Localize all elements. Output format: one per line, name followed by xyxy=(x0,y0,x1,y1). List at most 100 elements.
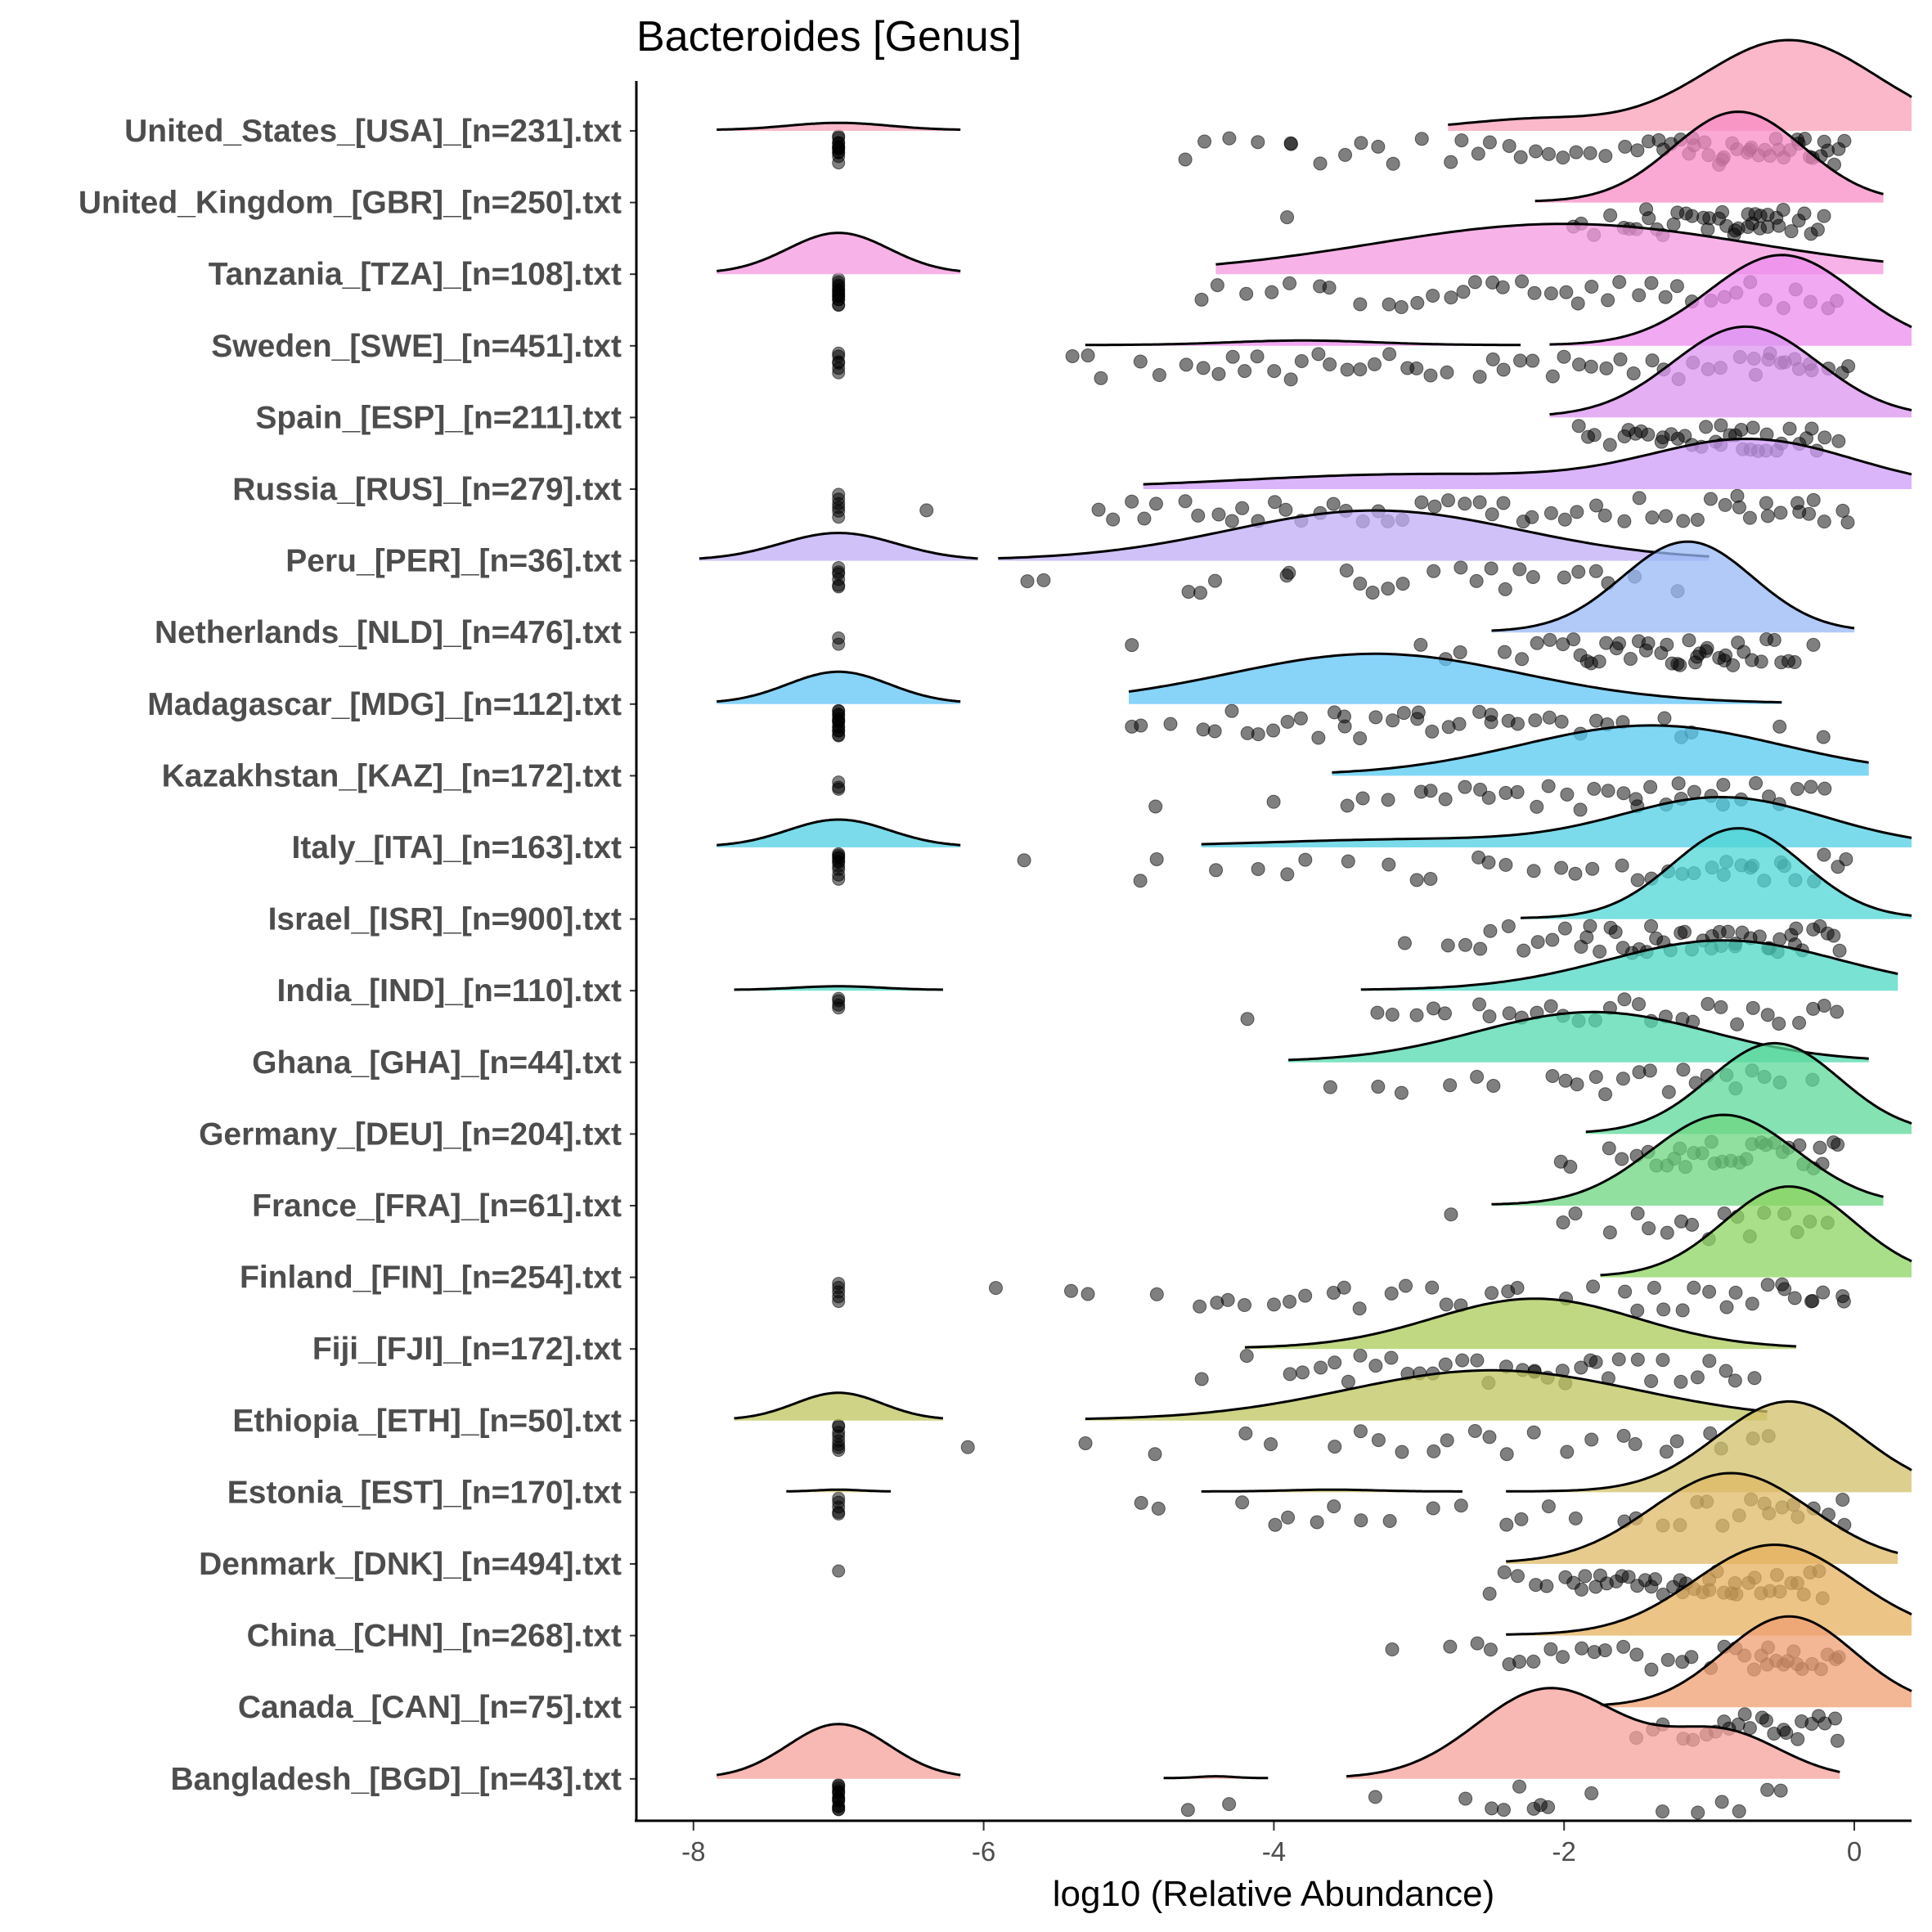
data-point xyxy=(1806,637,1821,652)
data-point xyxy=(1587,428,1602,443)
data-point xyxy=(1570,505,1584,519)
data-point xyxy=(1148,496,1163,511)
zero-density-fill xyxy=(717,672,961,704)
data-point xyxy=(1395,1445,1409,1459)
data-point xyxy=(1760,1008,1775,1022)
density-curve-outline xyxy=(1360,939,1898,991)
data-point xyxy=(1703,492,1718,506)
data-point xyxy=(1470,1636,1485,1651)
data-point xyxy=(1473,782,1488,797)
data-point xyxy=(1813,1140,1827,1155)
data-point xyxy=(1656,1302,1671,1317)
data-point xyxy=(1816,1285,1831,1300)
data-point xyxy=(1804,780,1818,794)
data-point xyxy=(1134,1495,1148,1510)
data-point xyxy=(832,872,846,886)
data-point xyxy=(1397,936,1412,950)
data-point xyxy=(1484,715,1498,730)
data-point xyxy=(1017,853,1031,868)
data-point xyxy=(960,1440,975,1454)
y-tick-label: Italy_[ITA]_[n=163].txt xyxy=(292,830,622,865)
data-point xyxy=(1427,564,1441,578)
data-point xyxy=(1754,654,1768,669)
data-point xyxy=(1792,505,1807,519)
data-point xyxy=(1806,492,1821,507)
data-point xyxy=(1836,1294,1851,1309)
data-point xyxy=(1584,359,1598,374)
data-point xyxy=(1470,1353,1485,1368)
data-point xyxy=(1298,1288,1313,1303)
data-point xyxy=(1515,652,1530,667)
data-point xyxy=(1559,285,1574,299)
data-point xyxy=(1760,509,1775,523)
data-point xyxy=(1211,507,1226,522)
data-point xyxy=(1078,1436,1093,1450)
density-curve-fill xyxy=(1143,439,1912,489)
data-point xyxy=(1787,655,1802,670)
chart-title: Bacteroides [Genus] xyxy=(636,13,1022,61)
data-point xyxy=(1632,997,1647,1012)
data-point xyxy=(1742,510,1757,525)
data-point xyxy=(1193,1299,1207,1314)
data-point xyxy=(1647,1280,1661,1295)
data-point xyxy=(1687,1280,1701,1295)
data-point xyxy=(832,366,846,380)
density-curve-fill xyxy=(1534,112,1884,203)
density-curve-outline xyxy=(1506,1471,1898,1563)
data-point xyxy=(1830,1004,1844,1019)
data-point xyxy=(1817,209,1831,223)
data-point xyxy=(1554,714,1569,729)
data-point xyxy=(1545,932,1560,947)
data-point xyxy=(1626,366,1641,380)
data-point xyxy=(1294,353,1309,368)
data-point xyxy=(1585,861,1600,876)
data-point xyxy=(1191,508,1206,523)
data-point xyxy=(1235,1495,1250,1510)
data-point xyxy=(832,1295,846,1309)
data-point xyxy=(1497,1565,1512,1579)
data-point xyxy=(1381,582,1395,596)
data-point xyxy=(1817,430,1832,445)
data-point xyxy=(1669,279,1684,294)
data-point xyxy=(1782,421,1797,436)
data-point xyxy=(1310,1515,1324,1530)
x-axis-ticks: -8 -6 -4 -2 0 xyxy=(681,1821,1862,1867)
data-point xyxy=(1746,1000,1760,1015)
data-point xyxy=(1353,1348,1368,1363)
data-point xyxy=(1671,776,1686,791)
data-point xyxy=(832,1001,846,1015)
data-point xyxy=(1714,418,1728,433)
data-point xyxy=(1821,143,1835,158)
data-point xyxy=(1395,577,1410,591)
data-point xyxy=(1498,857,1513,872)
data-point xyxy=(1732,500,1746,514)
data-point xyxy=(1545,1068,1560,1083)
data-point xyxy=(1251,861,1265,876)
data-point xyxy=(1399,1278,1413,1293)
data-point xyxy=(1557,512,1572,527)
data-point xyxy=(1817,847,1831,862)
data-point xyxy=(1615,1072,1630,1086)
y-tick-label: Fiji_[FJI]_[n=172].txt xyxy=(312,1332,622,1367)
data-point xyxy=(1194,292,1209,307)
data-point xyxy=(1036,573,1051,587)
data-point xyxy=(1831,1137,1845,1152)
data-point xyxy=(1817,514,1831,529)
density-curve-outline xyxy=(1143,437,1912,486)
data-point xyxy=(1250,349,1265,364)
data-point xyxy=(1759,496,1773,510)
data-point xyxy=(1515,274,1530,289)
data-point xyxy=(1311,347,1326,362)
data-point xyxy=(1525,353,1540,368)
data-point xyxy=(1323,357,1337,372)
data-point xyxy=(1675,1303,1690,1318)
density-curve-outline xyxy=(1534,110,1884,203)
data-point xyxy=(1657,711,1672,726)
data-point xyxy=(1322,281,1337,295)
density-curve-fill xyxy=(1600,1187,1912,1278)
data-point xyxy=(1787,1291,1802,1305)
data-point xyxy=(1776,202,1790,217)
density-minor-outline xyxy=(1163,1775,1269,1780)
y-tick-label: Bangladesh_[BGD]_[n=43].txt xyxy=(170,1762,622,1797)
data-point xyxy=(1563,1159,1578,1174)
